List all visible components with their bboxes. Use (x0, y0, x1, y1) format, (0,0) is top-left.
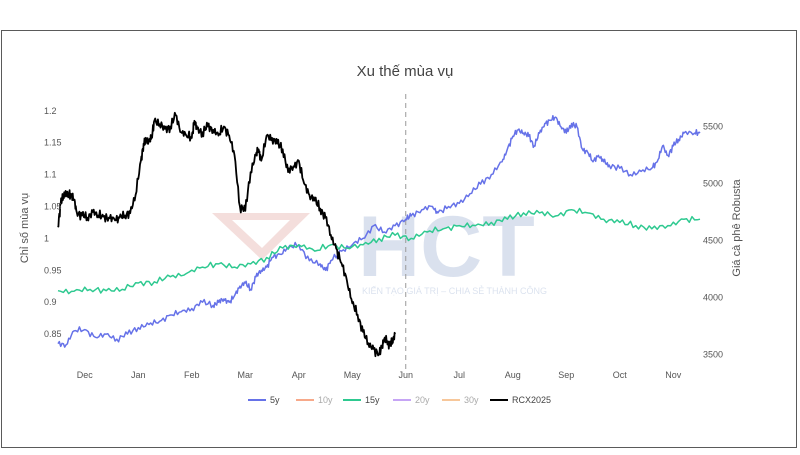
legend-item-rcx2025[interactable]: RCX2025 (490, 395, 551, 405)
x-tick-label: Aug (505, 370, 521, 380)
y-tick-label: 1 (44, 233, 49, 243)
x-tick-label: Jun (398, 370, 413, 380)
y2-tick-labels: 3500 4000 4500 5000 5500 (703, 122, 723, 360)
y-axis-label: Chỉ số mùa vụ (19, 193, 31, 263)
y-tick-label: 1.2 (44, 106, 57, 116)
legend-item-10y[interactable]: 10y (296, 395, 333, 405)
legend-label: 20y (415, 395, 430, 405)
x-tick-label: Apr (292, 370, 306, 380)
watermark-tagline: KIẾN TẠO GIÁ TRỊ – CHIA SẺ THÀNH CÔNG (362, 285, 547, 296)
legend-label: 30y (464, 395, 479, 405)
legend[interactable]: 5y 10y 15y 20y 30y RCX2025 (248, 395, 551, 405)
x-tick-label: May (344, 370, 362, 380)
legend-item-20y[interactable]: 20y (393, 395, 430, 405)
x-tick-label: Dec (77, 370, 94, 380)
x-tick-label: Jan (131, 370, 146, 380)
x-tick-label: Feb (184, 370, 200, 380)
series-line-15y (57, 207, 701, 295)
watermark-brand: HCT (358, 199, 535, 295)
y2-tick-label: 4500 (703, 236, 723, 246)
y-tick-label: 1.05 (44, 201, 62, 211)
chart-border (1, 30, 797, 448)
x-tick-label: Oct (613, 370, 628, 380)
series-layer (57, 111, 701, 358)
legend-label: 5y (270, 395, 280, 405)
x-tick-label: Jul (453, 370, 465, 380)
y-tick-labels: 0.85 0.9 0.95 1 1.05 1.1 1.15 1.2 (44, 106, 62, 339)
x-tick-label: Nov (665, 370, 682, 380)
legend-item-5y[interactable]: 5y (248, 395, 280, 405)
legend-label: 10y (318, 395, 333, 405)
x-tick-labels: Dec Jan Feb Mar Apr May Jun Jul Aug Sep Oct Nov (77, 370, 682, 380)
y2-tick-label: 4000 (703, 293, 723, 303)
y-tick-label: 0.9 (44, 297, 57, 307)
x-tick-label: Mar (238, 370, 254, 380)
y-tick-label: 1.15 (44, 138, 62, 148)
legend-item-15y[interactable]: 15y (343, 395, 380, 405)
series-line-rcx2025 (57, 111, 396, 358)
chart-title: Xu thế mùa vụ (357, 63, 454, 80)
watermark-chevron-icon (212, 213, 310, 260)
y2-axis-label: Giá cà phê Robusta (731, 179, 743, 277)
y-tick-label: 0.85 (44, 329, 62, 339)
y2-tick-label: 3500 (703, 350, 723, 360)
legend-label: RCX2025 (512, 395, 551, 405)
legend-label: 15y (365, 395, 380, 405)
y-tick-label: 1.1 (44, 170, 57, 180)
watermark-logo: HCT KIẾN TẠO GIÁ TRỊ – CHIA SẺ THÀNH CÔN… (212, 199, 547, 296)
legend-item-30y[interactable]: 30y (442, 395, 479, 405)
x-tick-label: Sep (558, 370, 574, 380)
series-line-5y (57, 114, 701, 348)
y2-tick-label: 5500 (703, 122, 723, 132)
y-tick-label: 0.95 (44, 265, 62, 275)
y2-tick-label: 5000 (703, 179, 723, 189)
watermark-chevron-inner-icon (232, 220, 290, 248)
